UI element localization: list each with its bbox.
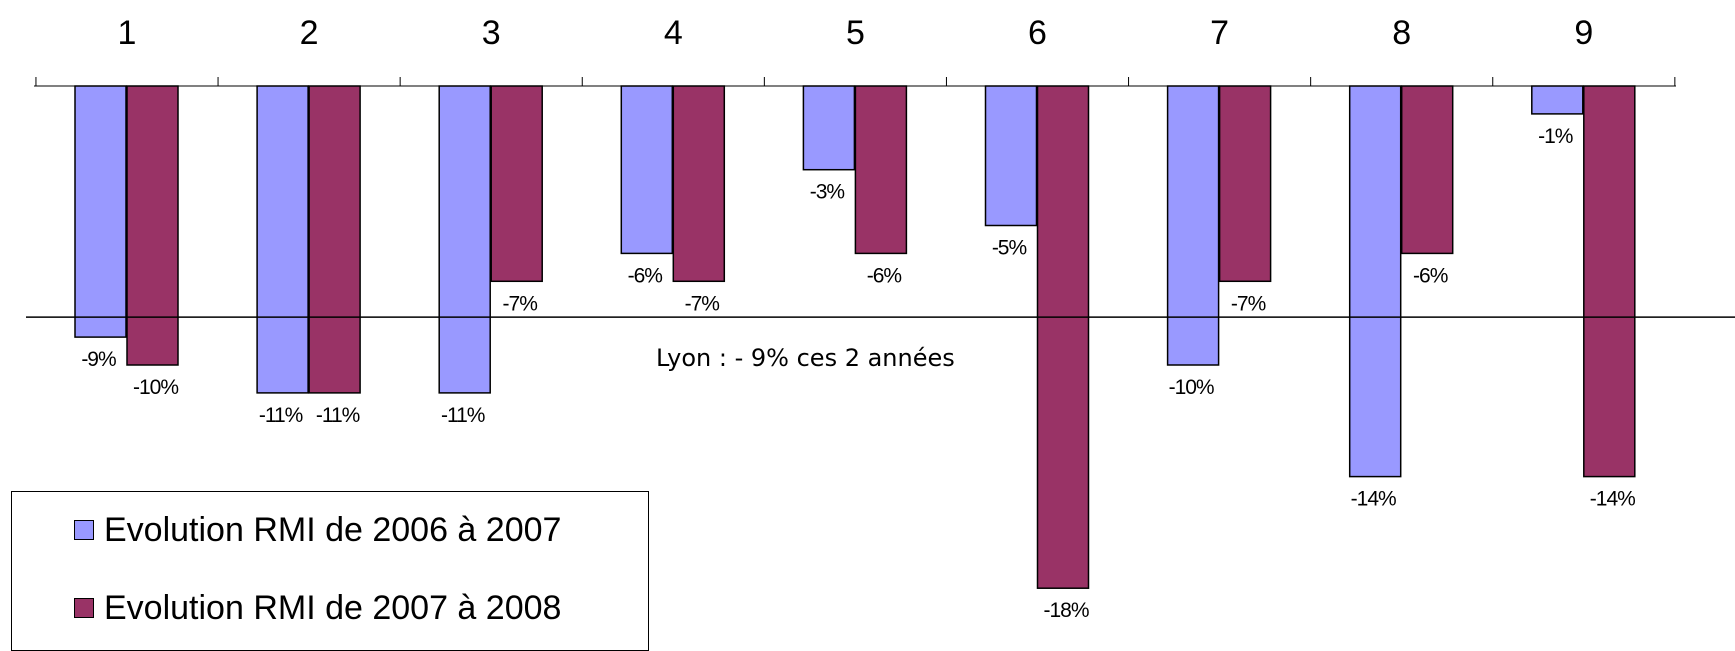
bar-series-1 — [620, 85, 674, 255]
bar-series-1 — [438, 85, 491, 394]
data-label: -10% — [133, 376, 178, 399]
data-label: -14% — [1590, 488, 1635, 511]
category-label: 8 — [1392, 14, 1411, 52]
legend-item-series-2: Evolution RMI de 2007 à 2008 — [74, 583, 561, 633]
bar-series-1 — [74, 85, 127, 338]
bar-series-2 — [672, 85, 726, 283]
category-label: 7 — [1210, 14, 1229, 52]
category-label: 6 — [1028, 14, 1047, 52]
data-label: -6% — [867, 264, 902, 287]
data-label: -14% — [1351, 488, 1396, 511]
bar-series-2 — [1036, 85, 1090, 589]
bar-series-2 — [854, 85, 908, 255]
bar-series-2 — [1400, 85, 1454, 255]
bars — [74, 85, 1636, 589]
data-label: -5% — [992, 237, 1027, 260]
labels: 1 -9% -10% 2 -11% -11% 3 -11% -7% 4 -6% -7% 5 -3% -6% 6… — [81, 14, 1636, 622]
data-label: -9% — [81, 348, 116, 371]
legend-swatch-series-2 — [74, 598, 94, 618]
bar-series-1 — [1531, 85, 1584, 115]
data-label: -1% — [1538, 125, 1573, 148]
reference-line-label: Lyon : - 9% ces 2 années — [656, 344, 955, 372]
bar-series-2 — [126, 85, 179, 366]
bar-series-1 — [256, 85, 309, 394]
legend-label-series-1: Evolution RMI de 2006 à 2007 — [104, 510, 562, 549]
data-label: -11% — [441, 404, 485, 427]
category-axis — [34, 77, 1676, 87]
category-label: 4 — [664, 14, 683, 52]
bar-series-1 — [1166, 85, 1220, 366]
bar-series-2 — [490, 85, 543, 283]
legend-swatch-series-1 — [74, 520, 94, 540]
data-label: -10% — [1169, 376, 1214, 399]
data-label: -6% — [1413, 264, 1448, 287]
data-label: -7% — [503, 292, 538, 315]
data-label: -18% — [1043, 599, 1088, 622]
legend-item-series-1: Evolution RMI de 2006 à 2007 — [74, 505, 561, 555]
bar-series-2 — [308, 85, 361, 394]
data-label: -11% — [316, 404, 360, 427]
category-label: 5 — [846, 14, 865, 52]
data-label: -3% — [810, 181, 845, 204]
category-label: 2 — [300, 14, 319, 52]
bar-series-1 — [984, 85, 1038, 227]
data-label: -7% — [1231, 292, 1266, 315]
bar-series-1 — [802, 85, 856, 171]
legend: Evolution RMI de 2006 à 2007 Evolution R… — [11, 491, 649, 651]
category-label: 3 — [482, 14, 501, 52]
bar-series-2 — [1583, 85, 1636, 478]
category-label: 1 — [118, 14, 137, 52]
data-label: -11% — [259, 404, 303, 427]
bar-series-2 — [1218, 85, 1272, 283]
data-label: -6% — [628, 264, 663, 287]
category-label: 9 — [1574, 14, 1593, 52]
bar-series-1 — [1348, 85, 1402, 478]
data-label: -7% — [685, 292, 720, 315]
legend-label-series-2: Evolution RMI de 2007 à 2008 — [104, 588, 562, 627]
